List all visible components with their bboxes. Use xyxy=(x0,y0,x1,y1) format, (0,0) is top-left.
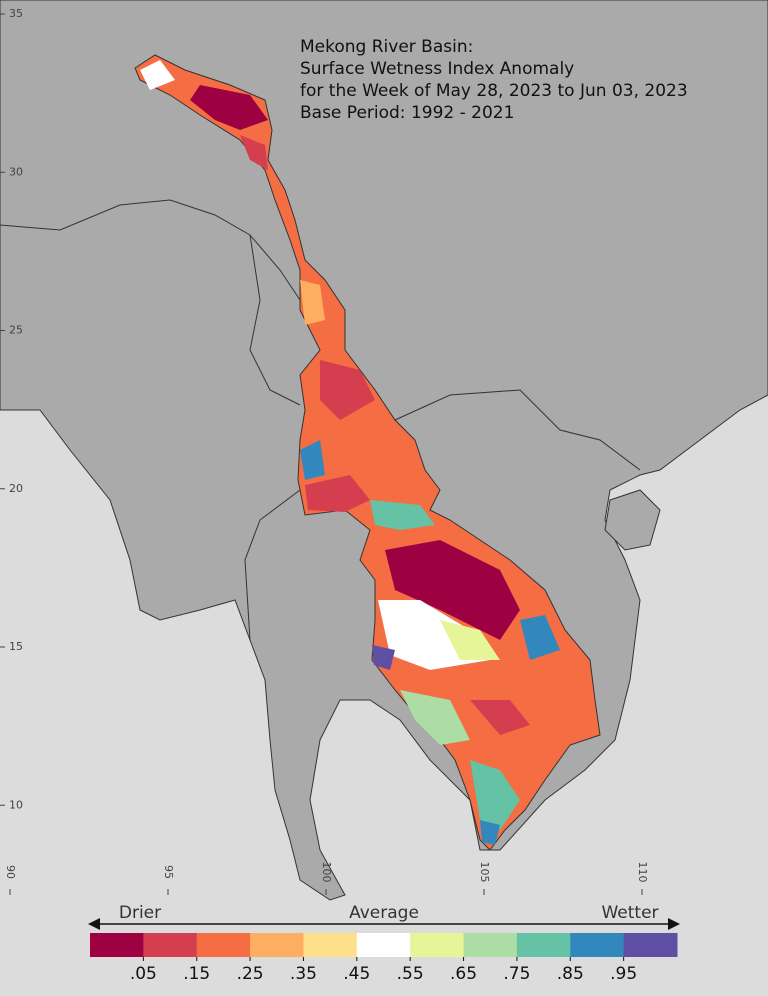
colorbar-swatch xyxy=(143,933,198,957)
colorbar-swatch xyxy=(356,933,411,957)
colorbar-tick-label: .15 xyxy=(183,964,210,984)
title-line: for the Week of May 28, 2023 to Jun 03, … xyxy=(300,81,688,101)
patch xyxy=(440,620,500,660)
colorbar-swatch xyxy=(516,933,571,957)
colorbar-tick-label: .35 xyxy=(290,964,317,984)
basin xyxy=(134,54,601,851)
colorbar-swatch xyxy=(196,933,251,957)
colorbar-tick-label: .85 xyxy=(557,964,584,984)
patch xyxy=(370,500,435,530)
lat-tick-label: 30 xyxy=(9,165,23,178)
patch xyxy=(470,700,530,735)
lat-tick-label: 15 xyxy=(9,640,23,653)
colorbar-swatch xyxy=(570,933,625,957)
lat-tick-label: 10 xyxy=(9,798,23,811)
colorbar-swatch xyxy=(90,933,144,957)
title-line: Surface Wetness Index Anomaly xyxy=(300,59,574,79)
colorbar-tick-label: .05 xyxy=(130,964,157,984)
colorbar-tick-label: .75 xyxy=(503,964,530,984)
country-border xyxy=(244,489,301,641)
patch xyxy=(480,820,500,845)
colorbar-swatch xyxy=(250,933,304,957)
lat-tick-label: 25 xyxy=(9,324,23,337)
lon-tick-label: 105 xyxy=(478,862,491,883)
lon-tick-label: 90 xyxy=(4,865,17,879)
patch xyxy=(300,280,325,325)
patch xyxy=(305,475,370,512)
country-border xyxy=(0,199,301,301)
lon-tick-label: 95 xyxy=(162,865,175,879)
patch xyxy=(520,615,560,660)
title: Mekong River Basin:Surface Wetness Index… xyxy=(300,37,688,123)
patch xyxy=(372,645,395,670)
patch xyxy=(320,360,375,420)
colorbar-swatch xyxy=(303,933,358,957)
legend-right: Wetter xyxy=(601,903,658,923)
lat-tick-label: 20 xyxy=(9,482,23,495)
colorbar-swatch xyxy=(623,933,678,957)
patch xyxy=(240,135,268,170)
legend-left: Drier xyxy=(119,903,161,923)
arrow-head xyxy=(668,918,680,930)
legend-middle: Average xyxy=(349,903,419,923)
patch xyxy=(300,440,325,480)
patch xyxy=(190,85,268,130)
country-border xyxy=(394,389,641,471)
patch xyxy=(470,760,520,830)
country-border xyxy=(249,234,301,406)
title-line: Base Period: 1992 - 2021 xyxy=(300,103,514,123)
title-line: Mekong River Basin: xyxy=(300,37,473,57)
colorbar-tick-label: .45 xyxy=(343,964,370,984)
lat-tick-label: 35 xyxy=(9,7,23,20)
patch xyxy=(140,60,175,90)
island xyxy=(604,489,661,551)
colorbar-tick-label: .65 xyxy=(450,964,477,984)
colorbar-tick-label: .55 xyxy=(397,964,424,984)
arrow-head xyxy=(88,918,100,930)
colorbar-tick-label: .25 xyxy=(237,964,264,984)
colorbar-swatch xyxy=(410,933,465,957)
lon-tick-label: 110 xyxy=(636,862,649,883)
colorbar-tick-label: .95 xyxy=(610,964,637,984)
patch xyxy=(385,540,520,640)
colorbar-swatch xyxy=(463,933,518,957)
patch xyxy=(400,690,470,745)
lon-tick-label: 100 xyxy=(320,862,333,883)
